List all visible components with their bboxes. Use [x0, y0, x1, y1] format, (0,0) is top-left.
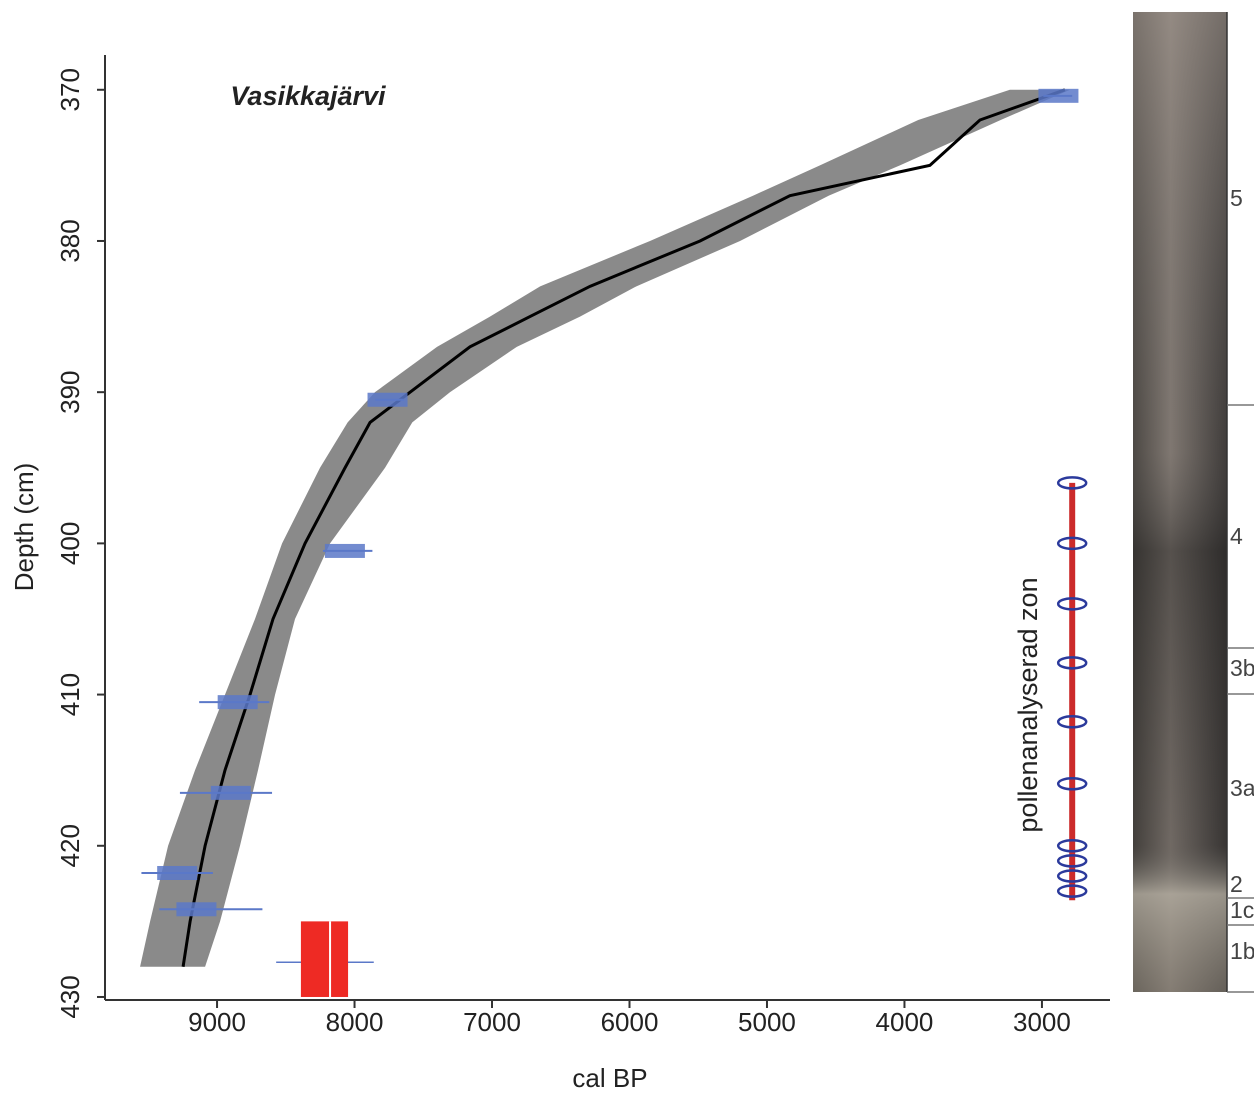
pollen-sample: [1056, 656, 1088, 670]
pollen-label: pollenanalyserad zon: [1013, 577, 1043, 832]
y-tick-label: 430: [55, 975, 85, 1018]
pollen-sample: [1056, 869, 1088, 883]
zone-label: 3a: [1230, 775, 1254, 801]
x-tick-label: 8000: [326, 1007, 384, 1037]
x-tick-label: 7000: [463, 1007, 521, 1037]
date-box: [210, 785, 251, 800]
y-tick-label: 380: [55, 219, 85, 262]
x-tick-label: 3000: [1013, 1007, 1071, 1037]
pollen-sample: [1056, 597, 1088, 611]
pollen-sample: [1056, 536, 1088, 551]
red-interval: [300, 921, 349, 997]
zone-label: 3b: [1230, 655, 1254, 681]
chart-title: Vasikkajärvi: [230, 81, 386, 111]
zone-label: 2: [1230, 871, 1243, 897]
y-tick-label: 370: [55, 68, 85, 111]
date-box: [176, 902, 217, 917]
core-photo-shade: [1133, 12, 1227, 992]
x-tick-label: 4000: [876, 1007, 934, 1037]
x-axis-label: cal BP: [572, 1063, 647, 1093]
age-model-line: [181, 88, 1066, 967]
date-box: [217, 695, 258, 710]
confidence-band: [140, 89, 1070, 967]
y-tick-label: 400: [55, 522, 85, 565]
pollen-sample: [1056, 476, 1088, 490]
y-tick-label: 390: [55, 370, 85, 413]
pollen-sample: [1056, 777, 1088, 791]
x-tick-label: 5000: [738, 1007, 796, 1037]
date-box: [157, 865, 198, 880]
date-box: [1038, 88, 1079, 103]
x-tick-label: 6000: [601, 1007, 659, 1037]
zone-label: 1c: [1230, 897, 1254, 923]
pollen-sample: [1056, 839, 1088, 853]
pollen-sample: [1056, 854, 1088, 868]
zone-label: 4: [1230, 523, 1243, 549]
date-box: [324, 543, 365, 558]
pollen-sample: [1056, 715, 1088, 729]
y-tick-label: 410: [55, 673, 85, 716]
y-axis-label: Depth (cm): [9, 463, 39, 592]
zone-label: 1b: [1230, 938, 1254, 964]
x-tick-label: 9000: [188, 1007, 246, 1037]
zone-label: 5: [1230, 185, 1243, 211]
date-box: [367, 392, 408, 407]
pollen-sample: [1056, 884, 1088, 898]
y-tick-label: 420: [55, 824, 85, 867]
